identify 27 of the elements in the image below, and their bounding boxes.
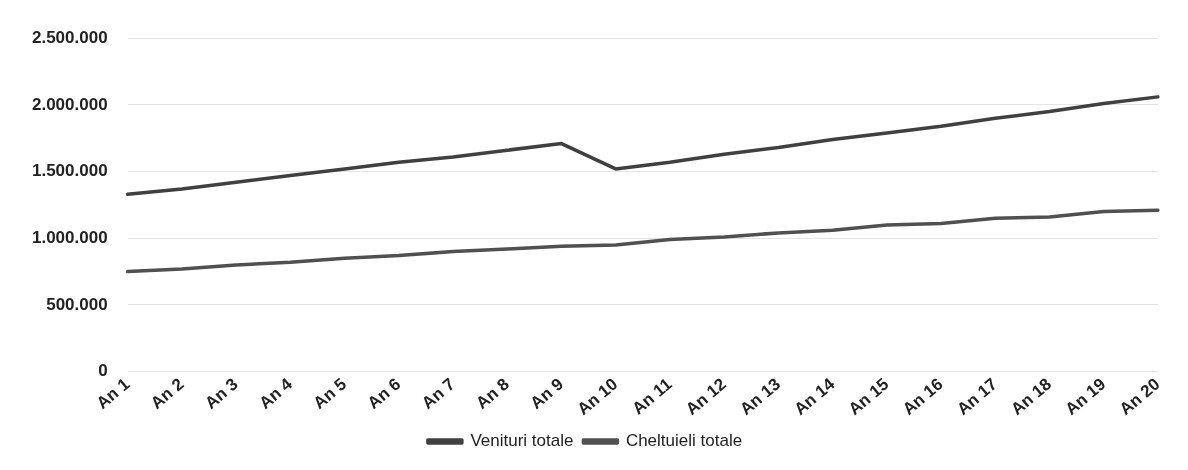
- x-tick-label: An 12: [682, 374, 730, 419]
- x-tick-label: An 18: [1007, 374, 1056, 419]
- x-tick-label: An 2: [147, 374, 188, 413]
- legend-label: Cheltuieli totale: [625, 431, 743, 451]
- x-tick-label: An 19: [1061, 374, 1110, 419]
- x-tick-label: An 7: [418, 374, 459, 413]
- x-tick-label: An 14: [790, 374, 839, 419]
- y-tick-label: 500.000: [46, 294, 108, 314]
- x-tick-label: An 11: [628, 374, 676, 419]
- y-tick-label: 1.000.000: [31, 227, 108, 247]
- x-tick-label: An 16: [899, 374, 947, 419]
- x-tick-label: An 15: [844, 374, 893, 419]
- y-tick-label: 2.000.000: [31, 94, 108, 114]
- x-tick-label: An 5: [309, 374, 351, 413]
- x-tick-label: An 8: [472, 374, 513, 413]
- x-tick-label: An 13: [736, 374, 784, 419]
- x-tick-label: An 9: [526, 374, 568, 413]
- y-tick-label: 0: [98, 361, 108, 381]
- x-tick-label: An 17: [953, 374, 1001, 419]
- x-tick-label: An 10: [573, 374, 622, 419]
- legend-label: Venituri totale: [470, 431, 574, 451]
- y-tick-label: 2.500.000: [31, 27, 108, 47]
- x-tick-label: An 3: [201, 374, 242, 413]
- x-tick-label: An 20: [1115, 374, 1164, 419]
- x-tick-label: An 4: [255, 374, 297, 413]
- x-tick-label: An 6: [363, 374, 405, 413]
- y-tick-label: 1.500.000: [31, 161, 108, 181]
